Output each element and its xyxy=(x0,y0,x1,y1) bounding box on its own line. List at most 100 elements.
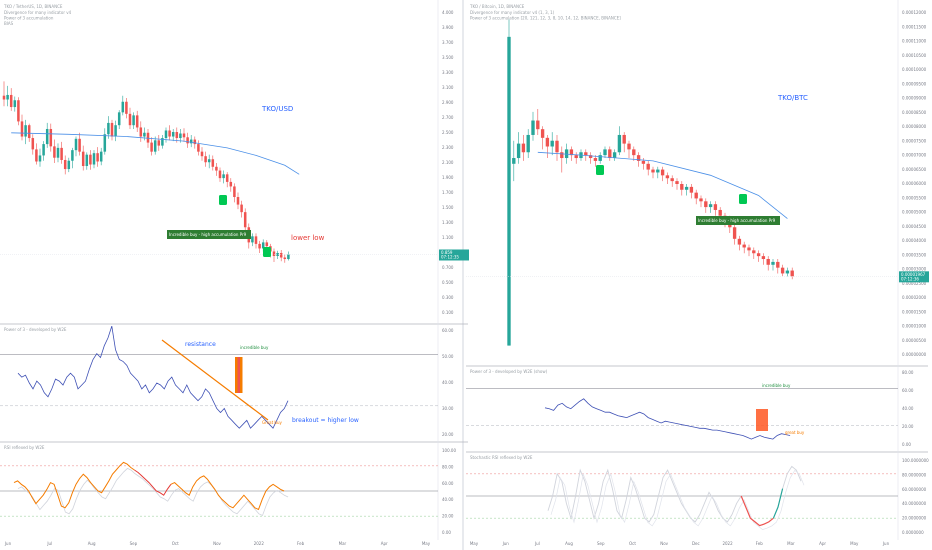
candle-body xyxy=(215,166,218,171)
candle-body xyxy=(279,252,283,258)
candle-body xyxy=(287,254,290,260)
indicator-line: Divergence for many indicator v4 xyxy=(4,10,72,15)
candle-body xyxy=(114,125,117,137)
candle-body xyxy=(20,121,24,137)
y-tick-label: 3.500 xyxy=(442,55,454,60)
candle-body xyxy=(125,101,128,114)
oscillator-2-title: RSI reflexed by W2E xyxy=(4,445,45,450)
y-tick-label: 3.300 xyxy=(442,70,454,75)
candle-body xyxy=(785,270,790,274)
signal-bar xyxy=(235,357,238,393)
candle-body xyxy=(6,94,9,100)
price-tag: 0.00001967 xyxy=(901,272,926,277)
y-tick-label: 3.900 xyxy=(442,25,454,30)
candle-body xyxy=(574,155,578,159)
candle-body xyxy=(265,242,269,247)
candle-body xyxy=(9,94,13,108)
x-tick-label: Oct xyxy=(629,541,636,546)
candle-body xyxy=(732,227,737,239)
pair-label: TKO/BTC xyxy=(777,94,808,102)
candle-body xyxy=(168,130,171,137)
oscillator-2-tick: 60.0000000 xyxy=(902,487,927,492)
candle-body xyxy=(612,152,617,159)
candle-body xyxy=(243,212,247,228)
candle-body xyxy=(276,252,279,256)
price-tag-time: 07:12:35 xyxy=(441,254,459,259)
candle-body xyxy=(42,144,45,156)
candle-body xyxy=(555,140,559,153)
oscillator-1-tick: 0.00 xyxy=(902,442,911,447)
y-tick-label: 0.00011500 xyxy=(902,24,927,29)
candle-body xyxy=(143,132,146,137)
y-tick-label: 0.500 xyxy=(442,280,454,285)
candle-body xyxy=(550,140,554,147)
candle-body xyxy=(71,150,74,161)
oscillator-2-line xyxy=(13,461,135,509)
oscillator-2-title: Stochastic RSI reflexed by W2E xyxy=(470,455,533,460)
candle-body xyxy=(622,134,626,144)
candle-body xyxy=(272,251,276,256)
x-tick-label: Dec xyxy=(692,541,700,546)
candle-body xyxy=(153,140,157,152)
oscillator-2-tick: 100.00 xyxy=(442,448,456,453)
x-tick-label: Aug xyxy=(88,541,96,546)
lower-low-label: lower low xyxy=(291,234,325,242)
candle-body xyxy=(157,140,161,146)
y-tick-label: 0.00008500 xyxy=(902,110,927,115)
candle-body xyxy=(512,158,516,164)
oscillator-1-tick: 30.00 xyxy=(442,406,454,411)
y-tick-label: 0.00000000 xyxy=(902,352,927,357)
y-tick-label: 0.00011000 xyxy=(902,39,927,44)
oscillator-2-recovery xyxy=(772,488,784,519)
x-tick-label: Mar xyxy=(339,541,347,546)
candle-body xyxy=(81,151,85,167)
candle-body xyxy=(790,270,794,277)
x-tick-label: Jul xyxy=(46,541,52,546)
x-tick-label: 2022 xyxy=(722,541,733,546)
oscillator-2-tick: 0.00 xyxy=(442,530,451,535)
candle-body xyxy=(63,159,67,170)
oscillator-1-tick: 20.00 xyxy=(442,432,454,437)
candle-body xyxy=(761,256,766,260)
x-tick-label: Sep xyxy=(130,541,138,546)
candle-body xyxy=(175,132,179,139)
y-tick-label: 1.500 xyxy=(442,205,454,210)
candle-body xyxy=(540,129,545,138)
candle-body xyxy=(182,133,186,138)
indicator-line: Divergence for many indicator v4 (1, 3, … xyxy=(470,10,555,15)
great-buy-label: great buy xyxy=(785,430,805,435)
candle-body xyxy=(545,137,550,147)
candle-body xyxy=(536,120,540,130)
candle-body xyxy=(99,151,103,162)
candle-body xyxy=(737,238,742,245)
candle-body xyxy=(204,156,207,163)
oscillator-2-line xyxy=(134,469,172,496)
resistance-label: resistance xyxy=(185,341,216,348)
chart-title: TKO / Bitcoin, 1D, BINANCE xyxy=(469,4,525,9)
candle-body xyxy=(516,143,521,159)
y-tick-label: 0.00010000 xyxy=(902,67,927,72)
candle-body xyxy=(254,236,258,244)
breakout-label: breakout = higher low xyxy=(292,417,359,424)
candle-body xyxy=(584,152,588,156)
candle-body xyxy=(17,100,20,122)
oscillator-1-line xyxy=(17,325,289,429)
candle-body xyxy=(225,174,229,182)
accumulation-marker xyxy=(596,165,604,175)
x-tick-label: Mar xyxy=(787,541,795,546)
x-tick-label: 2022 xyxy=(254,541,265,546)
candle-body xyxy=(240,204,243,213)
y-tick-label: 0.00008000 xyxy=(902,124,927,129)
moving-average-line xyxy=(537,151,788,219)
candle-body xyxy=(251,236,254,243)
signal-bar xyxy=(237,357,240,393)
y-tick-label: 0.00006000 xyxy=(902,181,927,186)
resistance-trendline xyxy=(161,339,269,421)
candle-body xyxy=(670,178,674,182)
y-tick-label: 3.100 xyxy=(442,85,454,90)
candle-body xyxy=(766,259,770,265)
candle-body xyxy=(53,146,56,158)
oscillator-2-tick: 20.00 xyxy=(442,514,454,519)
